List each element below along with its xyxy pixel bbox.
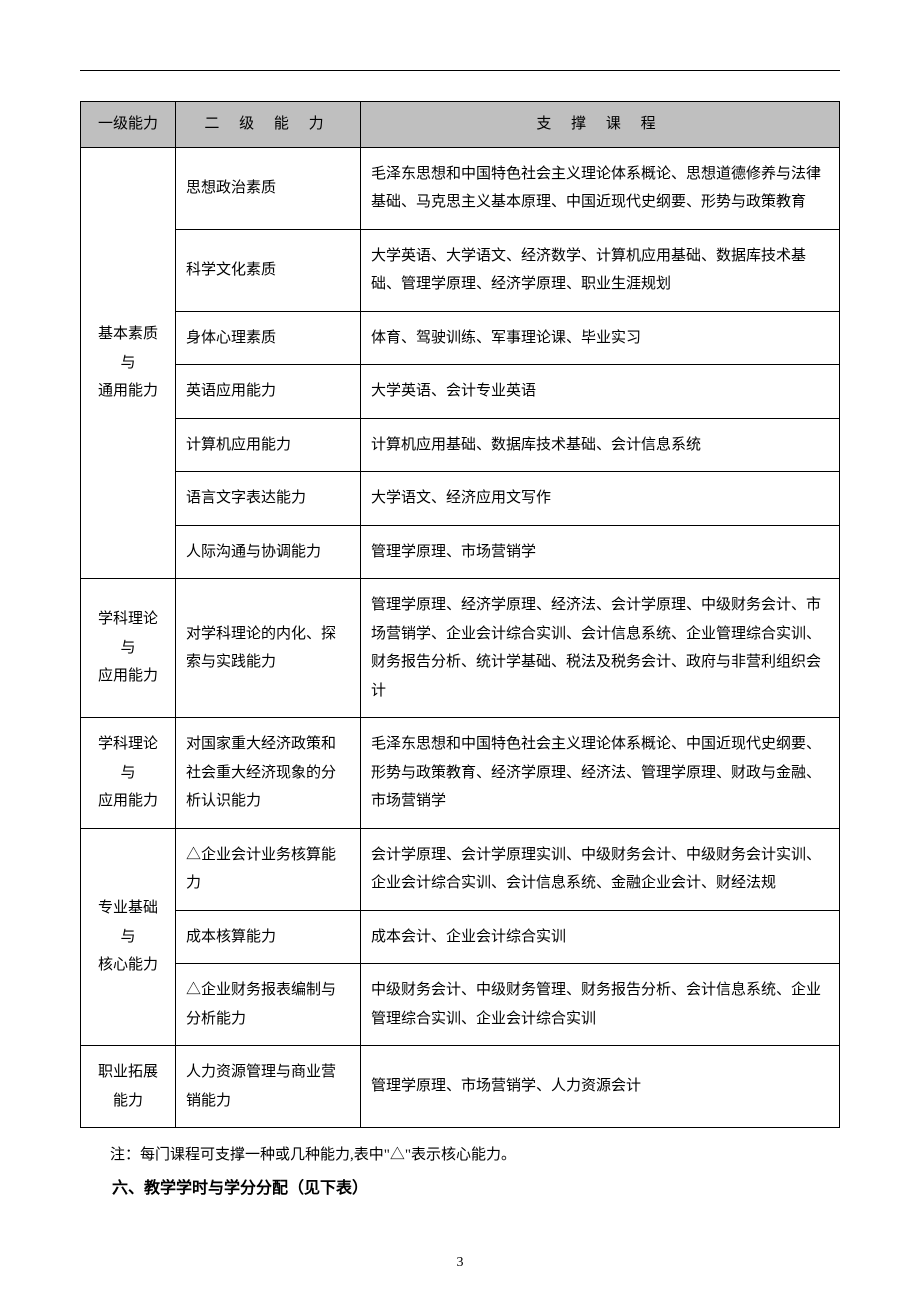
competency-table: 一级能力 二 级 能 力 支 撑 课 程 基本素质与通用能力思想政治素质毛泽东思… (80, 101, 840, 1128)
table-row: 学科理论与应用能力对国家重大经济政策和社会重大经济现象的分析认识能力毛泽东思想和… (81, 718, 840, 829)
courses-cell: 大学语文、经济应用文写作 (361, 472, 840, 526)
table-row: △企业财务报表编制与分析能力中级财务会计、中级财务管理、财务报告分析、会计信息系… (81, 964, 840, 1046)
courses-cell: 毛泽东思想和中国特色社会主义理论体系概论、思想道德修养与法律基础、马克思主义基本… (361, 147, 840, 229)
level2-cell: 计算机应用能力 (176, 418, 361, 472)
level2-cell: 思想政治素质 (176, 147, 361, 229)
level2-cell: 对学科理论的内化、探索与实践能力 (176, 579, 361, 718)
courses-cell: 中级财务会计、中级财务管理、财务报告分析、会计信息系统、企业管理综合实训、企业会… (361, 964, 840, 1046)
courses-cell: 会计学原理、会计学原理实训、中级财务会计、中级财务会计实训、企业会计综合实训、会… (361, 828, 840, 910)
table-row: 成本核算能力成本会计、企业会计综合实训 (81, 910, 840, 964)
table-row: 计算机应用能力计算机应用基础、数据库技术基础、会计信息系统 (81, 418, 840, 472)
level2-cell: 成本核算能力 (176, 910, 361, 964)
table-row: 语言文字表达能力大学语文、经济应用文写作 (81, 472, 840, 526)
courses-cell: 大学英语、会计专业英语 (361, 365, 840, 419)
table-row: 身体心理素质体育、驾驶训练、军事理论课、毕业实习 (81, 311, 840, 365)
table-row: 英语应用能力大学英语、会计专业英语 (81, 365, 840, 419)
level1-cell: 学科理论与应用能力 (81, 718, 176, 829)
page-number: 3 (80, 1255, 840, 1271)
table-note: 注：每门课程可支撑一种或几种能力,表中"△"表示核心能力。 (80, 1140, 840, 1172)
courses-cell: 体育、驾驶训练、军事理论课、毕业实习 (361, 311, 840, 365)
level1-cell: 专业基础与核心能力 (81, 828, 176, 1046)
level2-cell: 身体心理素质 (176, 311, 361, 365)
table-row: 基本素质与通用能力思想政治素质毛泽东思想和中国特色社会主义理论体系概论、思想道德… (81, 147, 840, 229)
page-top-rule (80, 70, 840, 71)
table-body: 基本素质与通用能力思想政治素质毛泽东思想和中国特色社会主义理论体系概论、思想道德… (81, 147, 840, 1128)
level2-cell: 人力资源管理与商业营销能力 (176, 1046, 361, 1128)
level1-cell: 学科理论与应用能力 (81, 579, 176, 718)
section-heading-six: 六、教学学时与学分分配（见下表） (80, 1172, 840, 1206)
courses-cell: 管理学原理、经济学原理、经济法、会计学原理、中级财务会计、市场营销学、企业会计综… (361, 579, 840, 718)
table-header-row: 一级能力 二 级 能 力 支 撑 课 程 (81, 102, 840, 148)
courses-cell: 计算机应用基础、数据库技术基础、会计信息系统 (361, 418, 840, 472)
level2-cell: 语言文字表达能力 (176, 472, 361, 526)
header-level1: 一级能力 (81, 102, 176, 148)
level2-cell: △企业财务报表编制与分析能力 (176, 964, 361, 1046)
level1-cell: 职业拓展能力 (81, 1046, 176, 1128)
level1-cell: 基本素质与通用能力 (81, 147, 176, 579)
courses-cell: 成本会计、企业会计综合实训 (361, 910, 840, 964)
level2-cell: 对国家重大经济政策和社会重大经济现象的分析认识能力 (176, 718, 361, 829)
table-row: 专业基础与核心能力△企业会计业务核算能力会计学原理、会计学原理实训、中级财务会计… (81, 828, 840, 910)
table-row: 人际沟通与协调能力管理学原理、市场营销学 (81, 525, 840, 579)
courses-cell: 毛泽东思想和中国特色社会主义理论体系概论、中国近现代史纲要、形势与政策教育、经济… (361, 718, 840, 829)
level2-cell: 科学文化素质 (176, 229, 361, 311)
table-row: 职业拓展能力人力资源管理与商业营销能力管理学原理、市场营销学、人力资源会计 (81, 1046, 840, 1128)
header-courses: 支 撑 课 程 (361, 102, 840, 148)
table-row: 学科理论与应用能力对学科理论的内化、探索与实践能力管理学原理、经济学原理、经济法… (81, 579, 840, 718)
level2-cell: △企业会计业务核算能力 (176, 828, 361, 910)
courses-cell: 大学英语、大学语文、经济数学、计算机应用基础、数据库技术基础、管理学原理、经济学… (361, 229, 840, 311)
table-row: 科学文化素质大学英语、大学语文、经济数学、计算机应用基础、数据库技术基础、管理学… (81, 229, 840, 311)
level2-cell: 英语应用能力 (176, 365, 361, 419)
courses-cell: 管理学原理、市场营销学、人力资源会计 (361, 1046, 840, 1128)
header-level2: 二 级 能 力 (176, 102, 361, 148)
courses-cell: 管理学原理、市场营销学 (361, 525, 840, 579)
level2-cell: 人际沟通与协调能力 (176, 525, 361, 579)
